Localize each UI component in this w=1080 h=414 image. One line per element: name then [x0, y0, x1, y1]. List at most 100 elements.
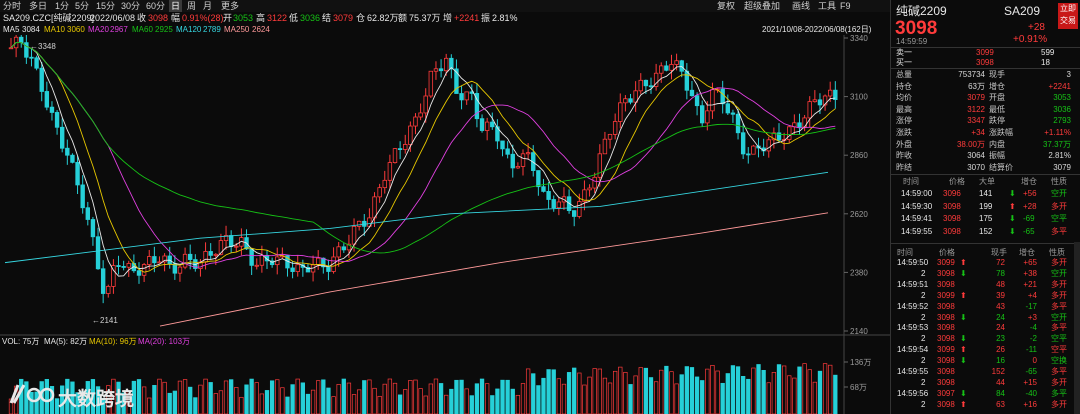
candle-body [572, 210, 577, 217]
trade-nature: 多开 [1051, 201, 1067, 211]
tick-volume: 16 [996, 356, 1005, 366]
volume-bar [70, 381, 75, 414]
volume-bar [479, 378, 485, 414]
tick-price: 3099 [937, 258, 955, 267]
stat-value: +2241 [1048, 81, 1071, 91]
candle-body [187, 253, 193, 260]
stat-value: 753734 [958, 70, 985, 79]
candle-body [382, 179, 387, 189]
candle-body [766, 139, 771, 152]
volume-bar [126, 391, 131, 414]
period-tab-10[interactable]: 更多 [221, 1, 240, 11]
toolbar-right-4[interactable]: F9 [840, 1, 851, 11]
volume-bar [172, 390, 177, 414]
kline-chart[interactable]: 3340 3100 2860 2620 2380 2140 ←3348 ←2141 136万 68… [0, 35, 890, 414]
ma60-value: 2925 [155, 25, 173, 34]
period-tab-1[interactable]: 多日 [29, 1, 48, 11]
period-tab-3[interactable]: 5分 [75, 1, 90, 11]
period-tab-5[interactable]: 30分 [121, 1, 141, 11]
volume-bar [305, 393, 311, 414]
tick-scrollbar[interactable] [1074, 242, 1080, 414]
tick-oi-change: +16 [1023, 399, 1037, 409]
volume-bar [659, 369, 664, 414]
candle-body [628, 98, 633, 103]
tick-volume: 84 [996, 388, 1005, 398]
volume-bar [280, 387, 285, 414]
volume-bar [730, 365, 736, 414]
volume-bar [428, 383, 433, 414]
volume-bar [807, 369, 812, 414]
volume-bar [761, 369, 766, 414]
candle-body [525, 152, 531, 155]
ma10-line [10, 42, 836, 273]
open-label: 开 [223, 13, 233, 23]
period-tab-4[interactable]: 15分 [96, 1, 116, 11]
toolbar-right-3[interactable]: 工具 [818, 1, 837, 11]
period-tab-6[interactable]: 60分 [146, 1, 166, 11]
stat-value: 3079 [967, 93, 985, 103]
trades-header-cell: 增仓 [1021, 177, 1037, 186]
volume-bar [551, 369, 556, 414]
symbol-label: SA209.CZC[纯碱2209] [3, 13, 95, 23]
candle-body [295, 264, 300, 272]
trade-oi-change: -65 [1023, 226, 1035, 236]
tick-oi-change: -65 [1025, 367, 1037, 376]
trade-button[interactable]: 立即 交易 [1058, 3, 1078, 29]
candle-body [249, 248, 254, 266]
period-tab-2[interactable]: 1分 [55, 1, 70, 11]
candle-body [218, 240, 224, 255]
volume-bar [300, 382, 305, 414]
contract-code: SA209 [1004, 4, 1041, 18]
candle-body [454, 68, 459, 94]
volume-bar [264, 390, 270, 414]
candle-body [776, 132, 782, 141]
ma120-line [4, 171, 829, 264]
candle-body [689, 89, 695, 97]
period-tab-0[interactable]: 分时 [3, 1, 22, 11]
period-tab-8[interactable]: 周 [187, 1, 197, 11]
candle-body [141, 264, 147, 276]
tick-time: 14:59:56 [897, 388, 929, 398]
candle-body [356, 220, 362, 227]
volume-bar [357, 389, 362, 414]
tick-nature: 空平 [1051, 345, 1067, 355]
candle-body [147, 256, 152, 265]
tick-direction-icon: ⬆ [960, 258, 967, 267]
candle-body [8, 47, 14, 50]
volume-label: 仓 [356, 13, 366, 23]
tick-price: 3098 [937, 323, 955, 333]
tick-volume: 63 [996, 399, 1005, 409]
volume-bar [602, 377, 608, 414]
volume-bar [392, 382, 398, 414]
period-tab-7[interactable]: 日 [169, 0, 183, 12]
volume-bar [694, 376, 700, 414]
change-label: 幅 [171, 13, 181, 23]
amount-label: 额 [398, 13, 408, 23]
trade-time: 14:59:41 [901, 214, 933, 223]
stat-label: 外盘 [896, 139, 912, 149]
vol-ma20: MA(20): 103万 [138, 337, 191, 346]
volume-bar [741, 375, 746, 414]
tick-volume: 26 [996, 345, 1005, 355]
toolbar-right-0[interactable]: 复权 [717, 1, 736, 11]
period-tab-9[interactable]: 月 [203, 1, 213, 11]
tick-price: 3098 [937, 312, 955, 322]
ma5-line [10, 42, 836, 277]
price-tick-label: 2620 [850, 210, 868, 219]
candle-body [659, 65, 664, 74]
toolbar-right-2[interactable]: 画线 [792, 1, 811, 11]
stat-value: 37.37万 [1042, 139, 1071, 149]
candle-body [771, 132, 777, 141]
toolbar-right-1[interactable]: 超级叠加 [744, 1, 781, 11]
trades-header-cell: 时间 [903, 177, 919, 186]
book-price: 3098 [976, 58, 994, 67]
tick-price: 3098 [937, 377, 955, 387]
tick-oi-change: +65 [1023, 258, 1037, 267]
candle-body [679, 60, 684, 72]
candle-body [423, 95, 428, 114]
candle-body [95, 236, 101, 270]
trade-volume: 141 [979, 189, 993, 198]
volume-bar [828, 364, 833, 414]
volume-bar [597, 368, 602, 414]
candle-body [669, 64, 674, 71]
